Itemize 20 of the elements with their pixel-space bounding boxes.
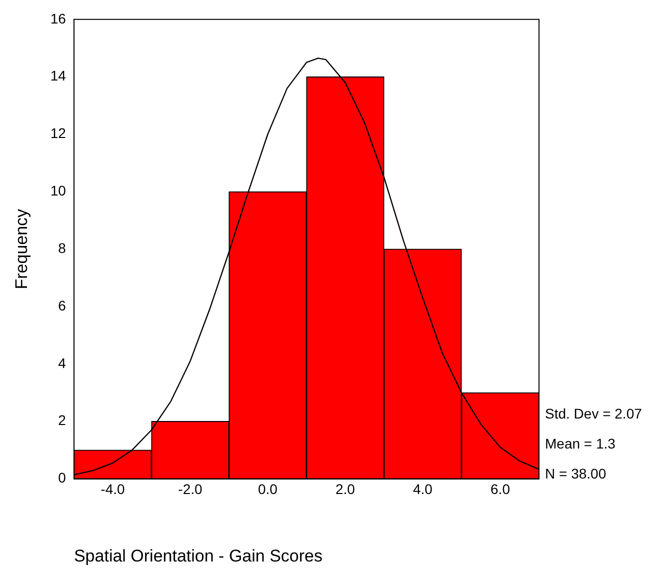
x-tick-label: -4.0	[100, 481, 125, 498]
y-axis-title: Frequency	[12, 208, 31, 290]
text: N = 38.00	[545, 466, 606, 482]
y-tick-label: 6	[58, 297, 66, 314]
x-tick-label: -2.0	[178, 481, 203, 498]
y-tick-label: 12	[50, 125, 66, 142]
y-tick-label: 16	[50, 10, 66, 26]
y-tick-label: 8	[58, 240, 66, 256]
y-tick-label: 4	[58, 354, 66, 371]
y-tick-label: 2	[58, 412, 66, 428]
x-tick-label: 0.0	[258, 481, 278, 498]
x-tick-label: 6.0	[490, 481, 510, 498]
text: Mean = 1.3	[545, 436, 616, 452]
text: Std. Dev = 2.07	[545, 406, 642, 422]
y-tick-label: 0	[58, 470, 66, 486]
y-tick-label: 14	[50, 68, 66, 84]
y-tick-label: 10	[50, 182, 66, 199]
x-tick-label: 2.0	[336, 481, 356, 498]
x-tick-label: 4.0	[413, 481, 433, 498]
x-axis-title: Spatial Orientation - Gain Scores	[74, 546, 322, 566]
